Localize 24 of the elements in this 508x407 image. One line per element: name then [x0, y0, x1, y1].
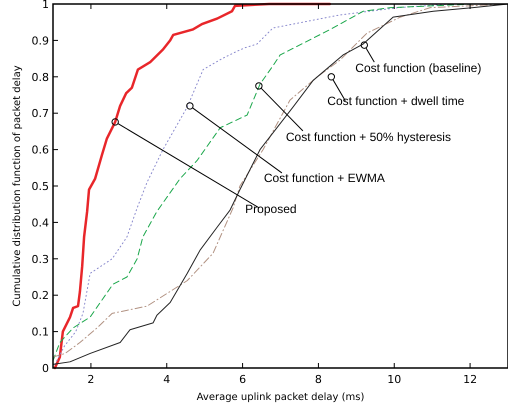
y-tick-label: 0.7 — [32, 107, 49, 120]
y-tick-label: 0.9 — [32, 34, 49, 48]
y-tick-label: 0.3 — [32, 252, 49, 266]
y-tick-label: 0.1 — [32, 326, 49, 339]
annotation: Cost function + 50% hysteresis — [286, 130, 451, 144]
x-tick-label: 10 — [387, 373, 402, 386]
x-tick-label: 12 — [463, 373, 478, 386]
y-tick-label: 0.8 — [32, 70, 49, 84]
y-tick-label: 0 — [42, 362, 49, 375]
y-tick-label: 0.4 — [32, 216, 49, 230]
x-tick-label: 4 — [163, 373, 170, 386]
annotation: Cost function + dwell time — [327, 94, 465, 108]
y-tick-label: 0.5 — [32, 180, 49, 193]
annotation: Cost function + EWMA — [264, 170, 385, 185]
y-tick-label: 1 — [42, 0, 49, 11]
x-tick-label: 6 — [239, 373, 246, 386]
annotation: Cost function (baseline) — [355, 61, 482, 76]
y-axis-title: Cumulative distribution function of packet delay — [12, 65, 23, 307]
x-tick-label: 8 — [314, 373, 322, 386]
y-tick-label: 0.2 — [32, 289, 49, 302]
x-axis-title: Average uplink packet delay (ms) — [196, 392, 364, 403]
annotation: Proposed — [245, 202, 297, 216]
y-tick-label: 0.6 — [32, 144, 49, 157]
x-tick-label: 2 — [87, 373, 94, 386]
